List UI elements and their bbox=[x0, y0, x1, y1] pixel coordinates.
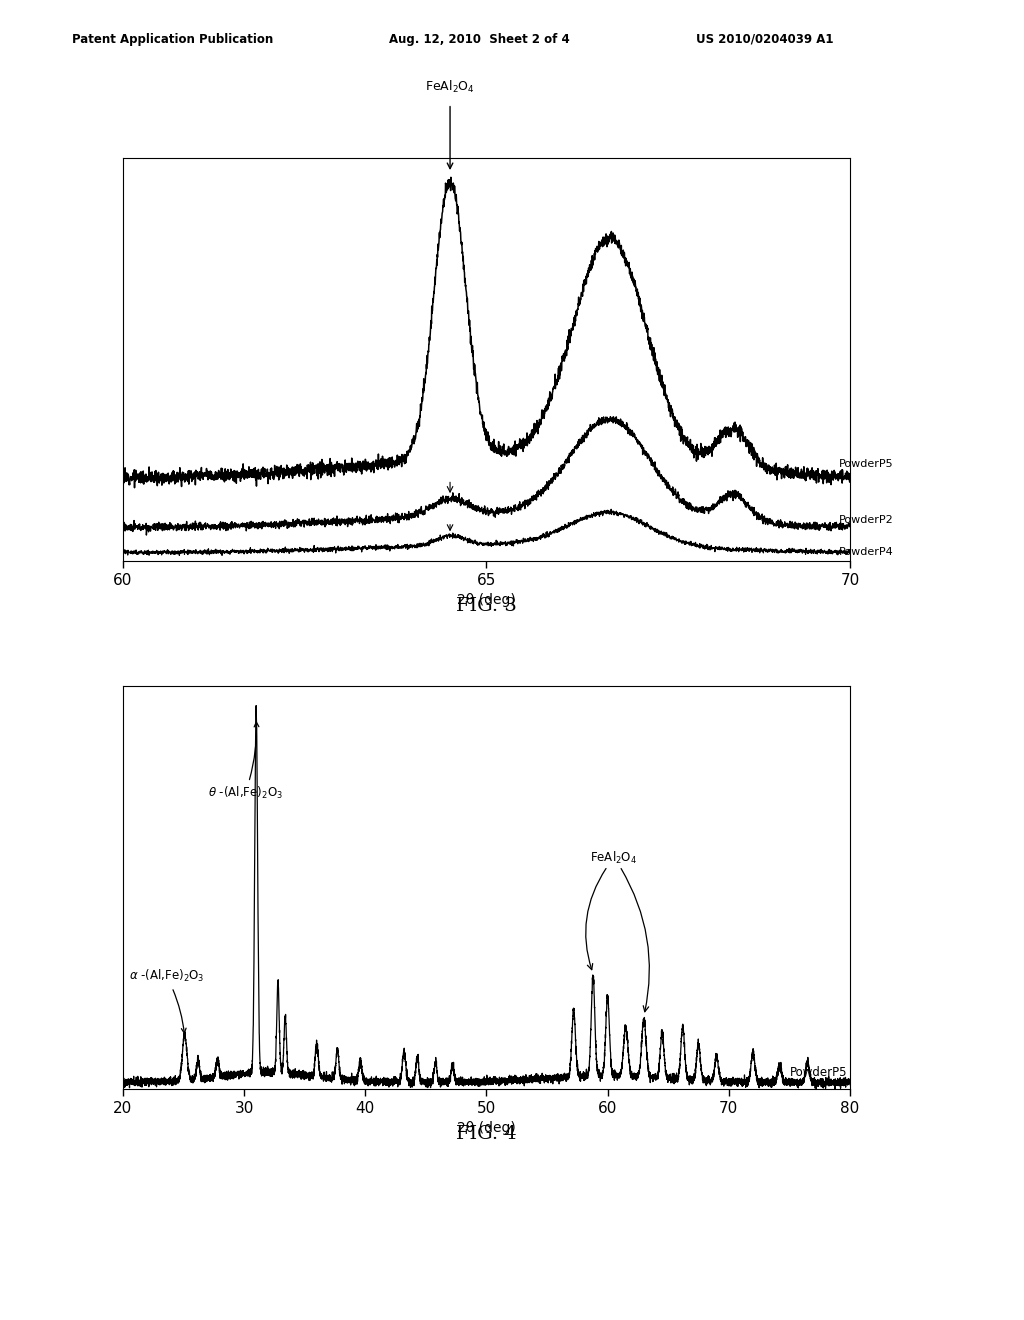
Text: $\theta$ -(Al,Fe)$_2$O$_3$: $\theta$ -(Al,Fe)$_2$O$_3$ bbox=[208, 722, 283, 801]
X-axis label: 2θ (deg): 2θ (deg) bbox=[457, 1122, 516, 1135]
X-axis label: 2θ (deg): 2θ (deg) bbox=[457, 594, 516, 607]
Text: FeAl$_2$O$_4$: FeAl$_2$O$_4$ bbox=[590, 850, 637, 866]
Text: PowderP5: PowderP5 bbox=[839, 459, 894, 469]
Text: PowderP4: PowderP4 bbox=[839, 546, 894, 557]
Text: FIG. 3: FIG. 3 bbox=[456, 597, 517, 615]
Text: US 2010/0204039 A1: US 2010/0204039 A1 bbox=[696, 33, 834, 46]
Text: PowderP2: PowderP2 bbox=[839, 515, 894, 525]
Text: FIG. 4: FIG. 4 bbox=[456, 1125, 517, 1143]
Text: Aug. 12, 2010  Sheet 2 of 4: Aug. 12, 2010 Sheet 2 of 4 bbox=[389, 33, 570, 46]
Text: Patent Application Publication: Patent Application Publication bbox=[72, 33, 273, 46]
Text: $\alpha$ -(Al,Fe)$_2$O$_3$: $\alpha$ -(Al,Fe)$_2$O$_3$ bbox=[129, 969, 205, 1034]
Text: FeAl$_2$O$_4$: FeAl$_2$O$_4$ bbox=[425, 79, 475, 95]
Text: PowderP5: PowderP5 bbox=[790, 1067, 848, 1078]
